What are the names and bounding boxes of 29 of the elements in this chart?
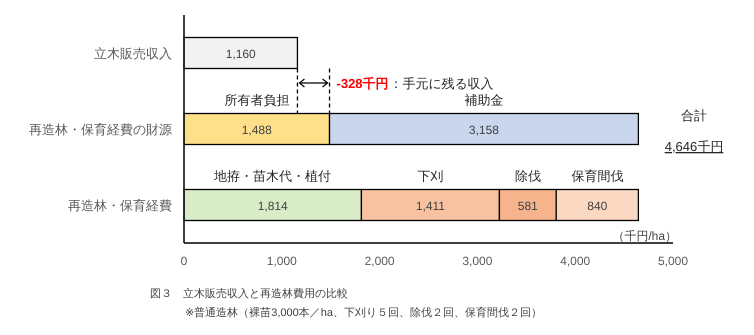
x-tick-label: 5,000: [658, 254, 688, 268]
x-tick-label: 1,000: [266, 254, 298, 268]
caption: 図３ 立木販売収入と再造林費用の比較: [150, 287, 348, 300]
text: ※普通造林（裸苗3,000本／ha、下刈り５回、除伐２回、保育間伐２回）: [185, 306, 542, 319]
annotation: ：手元に残る収入: [390, 76, 494, 91]
x-axis-title: （千円/ha）: [612, 229, 677, 243]
total-label: 4,646千円: [664, 139, 724, 154]
x-tick-label: 4,000: [560, 254, 591, 268]
data-label: 840: [587, 199, 608, 213]
y-tick-label: 立木販売収入: [94, 46, 172, 61]
y-tick-label: 再造林・保育経費の財源: [29, 122, 172, 137]
series-label: 保育間伐: [571, 168, 624, 184]
y-tick-label: 再造林・保育経費: [68, 198, 172, 213]
data-label: 1,488: [242, 123, 272, 137]
series-label: 除伐: [514, 168, 541, 184]
x-tick-label: 3,000: [462, 254, 493, 268]
series-label: 下刈: [417, 168, 444, 184]
x-tick-label: 0: [180, 254, 188, 268]
data-label: 3,158: [468, 123, 500, 137]
data-label: 1,411: [416, 199, 446, 213]
annotation: -328千円: [336, 76, 389, 91]
data-label: 1,160: [226, 47, 256, 61]
data-label: 581: [518, 199, 538, 213]
x-tick-label: 2,000: [364, 254, 395, 268]
data-label: 1,814: [258, 199, 288, 213]
series-label: 地拵・苗木代・植付: [213, 168, 332, 184]
series-label: 補助金: [464, 92, 504, 108]
text: 合計: [681, 108, 707, 123]
legend-label: 所有者負担: [224, 92, 290, 108]
